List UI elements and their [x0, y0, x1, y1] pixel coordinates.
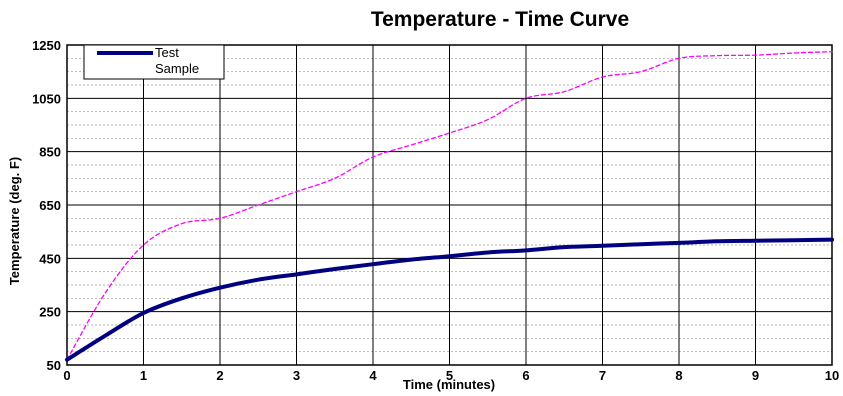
plot-area: 50 250 450 650 850 1050 1250 0 1 2 3 4 5 6 7 8 9 10	[32, 38, 839, 383]
legend-entry-test: Test	[155, 45, 179, 60]
y-tick-label: 250	[39, 305, 61, 320]
chart-title: Temperature - Time Curve	[371, 8, 629, 31]
legend-box	[83, 44, 225, 80]
y-tick-label: 50	[47, 358, 61, 373]
x-tick-label: 10	[825, 368, 839, 383]
x-tick-label: 5	[446, 368, 453, 383]
plot-frame	[66, 44, 833, 366]
legend: Test Sample	[83, 44, 225, 80]
x-tick-label: 7	[599, 368, 606, 383]
x-tick-label: 2	[216, 368, 223, 383]
x-tick-label: 3	[293, 368, 300, 383]
y-tick-label: 450	[39, 251, 61, 266]
x-axis-label: Time (minutes)	[403, 377, 495, 392]
legend-entry-sample: Sample	[155, 61, 199, 76]
x-tick-label: 4	[369, 368, 377, 383]
series-line-reference	[66, 51, 833, 361]
x-tick-label: 8	[675, 368, 682, 383]
y-tick-label: 850	[39, 145, 61, 160]
y-tick-label: 650	[39, 198, 61, 213]
y-tick-label: 1050	[32, 91, 61, 106]
y-tick-label: 1250	[32, 38, 61, 53]
x-tick-label: 1	[140, 368, 147, 383]
x-tick-label: 9	[752, 368, 759, 383]
series-line-test-sample	[65, 237, 834, 362]
x-tick-label: 0	[63, 368, 70, 383]
y-axis-label: Temperature (deg. F)	[7, 157, 22, 285]
x-tick-label: 6	[522, 368, 529, 383]
